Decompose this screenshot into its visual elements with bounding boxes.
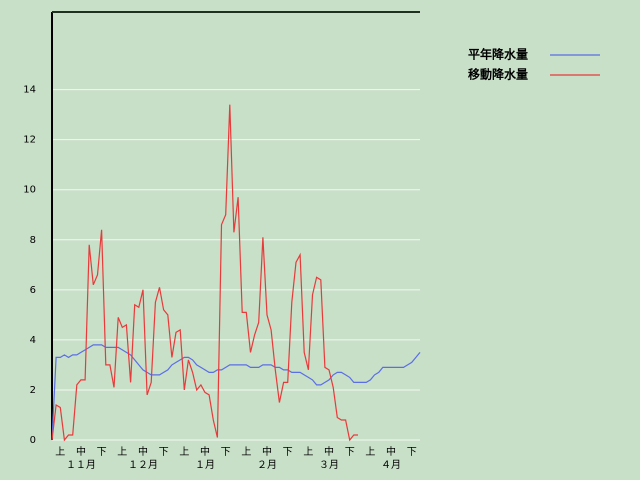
y-tick-label: 8 [30, 235, 36, 246]
series-line [51, 344, 421, 441]
x-tick-label: 下 [283, 447, 293, 458]
x-tick-label: 下 [97, 447, 107, 458]
x-tick-label: 下 [345, 447, 355, 458]
legend-label: 平年降水量 [468, 47, 528, 62]
x-tick-label: 中 [262, 445, 272, 458]
x-tick-label: 上 [179, 446, 189, 458]
x-tick-label: 下 [221, 447, 231, 458]
x-tick-label: 上 [117, 446, 127, 458]
y-tick-label: 4 [30, 335, 36, 346]
month-label: １２月 [128, 459, 158, 471]
x-tick-label: 上 [55, 446, 65, 458]
x-tick-label: 中 [200, 445, 210, 458]
y-tick-label: 0 [30, 435, 36, 446]
x-tick-label: 中 [386, 445, 396, 458]
month-label: １月 [195, 459, 215, 471]
x-tick-label: 中 [138, 445, 148, 458]
month-label: ４月 [381, 459, 401, 471]
x-tick-label: 中 [76, 445, 86, 458]
x-tick-label: 下 [159, 447, 169, 458]
x-tick-label: 中 [324, 445, 334, 458]
month-label: １１月 [66, 459, 96, 471]
x-tick-label: 下 [407, 447, 417, 458]
series-line [51, 104, 358, 442]
x-tick-label: 上 [303, 446, 313, 458]
legend-label: 移動降水量 [468, 67, 528, 82]
y-tick-label: 10 [23, 185, 36, 196]
y-tick-label: 14 [23, 85, 36, 96]
x-tick-label: 上 [241, 446, 251, 458]
y-tick-label: 6 [30, 285, 36, 296]
y-tick-label: 2 [30, 385, 36, 396]
month-label: ３月 [319, 459, 339, 471]
x-tick-label: 上 [365, 446, 375, 458]
y-tick-label: 12 [23, 135, 36, 146]
month-label: ２月 [257, 459, 277, 471]
